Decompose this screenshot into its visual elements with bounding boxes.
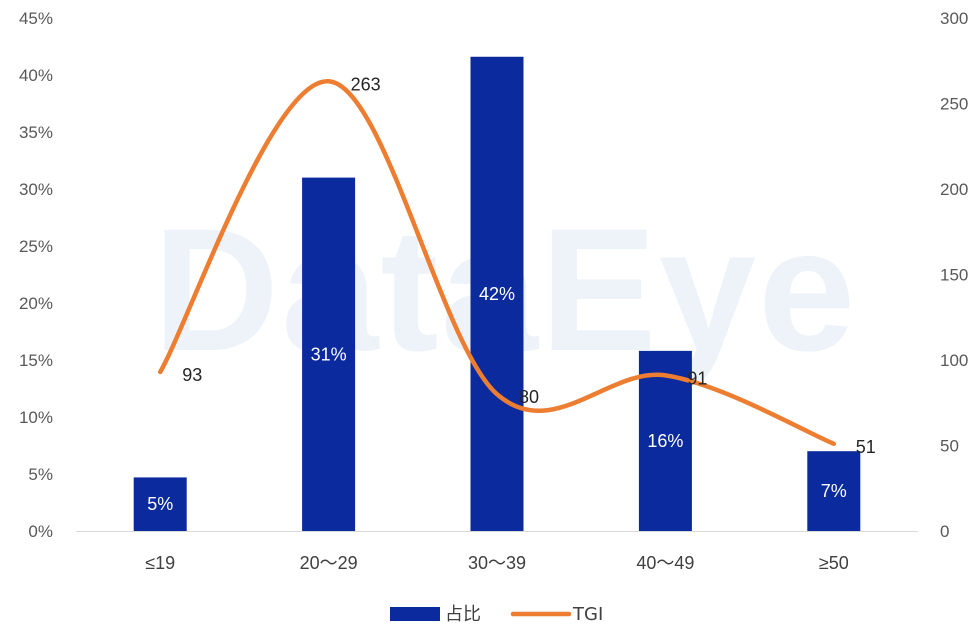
x-axis-ticks: ≤19 20～29 30～39 40～49 ≥50 [145,553,849,573]
tgi-line [157,79,837,447]
y-left-tick-label: 20% [19,294,53,313]
y-right-tick-label: 150 [940,266,968,285]
x-tick-label: ≥50 [819,553,849,573]
y-left-tick-label: 30% [19,180,53,199]
bar-data-label: 7% [821,481,847,501]
line-data-label: 263 [351,74,381,94]
line-series [157,79,837,447]
line-data-label: 93 [182,365,202,385]
y-right-tick-label: 200 [940,180,968,199]
x-tick-label: 40～49 [636,553,694,573]
x-tick-label: 20～29 [300,553,358,573]
bar-data-label: 42% [479,284,515,304]
y-left-tick-label: 45% [19,9,53,28]
y-left-tick-label: 5% [28,465,53,484]
line-labels: 93 263 80 91 51 [182,74,876,457]
line-data-label: 80 [519,387,539,407]
left-axis: 0% 5% 10% 15% 20% 25% 30% 35% 40% 45% [19,9,53,541]
y-left-tick-label: 10% [19,408,53,427]
bar-data-label: 16% [647,431,683,451]
y-right-tick-label: 300 [940,9,968,28]
y-right-tick-label: 50 [940,437,959,456]
x-tick-label: ≤19 [145,553,175,573]
bar [302,177,356,531]
y-left-tick-label: 15% [19,351,53,370]
y-left-tick-label: 25% [19,237,53,256]
y-right-tick-label: 0 [940,522,949,541]
line-data-label: 91 [687,368,707,388]
y-right-tick-label: 250 [940,95,968,114]
y-left-tick-label: 35% [19,123,53,142]
x-tick-label: 30～39 [468,553,526,573]
y-left-tick-label: 40% [19,66,53,85]
line-data-label: 51 [856,437,876,457]
bar-labels: 5% 31% 42% 16% 7% [147,284,847,514]
bar [133,477,187,531]
bar [470,56,524,531]
legend-label: 占比 [445,604,481,625]
right-axis: 0 50 100 150 200 250 300 [940,9,968,541]
bar-series [133,56,861,531]
bar-data-label: 31% [311,344,347,364]
legend: 占比 TGI [390,604,603,625]
legend-label: TGI [572,604,603,625]
y-left-tick-label: 0% [28,522,53,541]
y-right-tick-label: 100 [940,351,968,370]
legend-swatch-bar [390,607,440,621]
bar-data-label: 5% [147,494,173,514]
bar [807,451,861,531]
